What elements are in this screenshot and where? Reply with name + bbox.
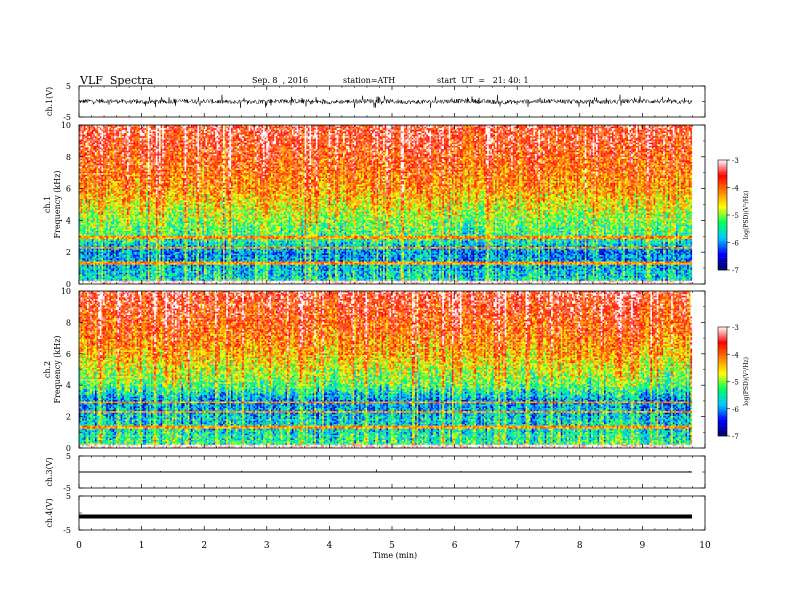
x-tick-label: 7	[514, 541, 520, 551]
x-tick-label: 3	[264, 541, 270, 551]
ch2-spectrogram-channel-label: ch.2	[43, 361, 52, 378]
ch2-spectrogram-colorbar	[718, 327, 727, 436]
y-tick-label: 10	[61, 287, 71, 296]
ch4-waveform-frame	[79, 496, 705, 530]
y-tick-label: 4	[66, 381, 71, 390]
date-label: Sep. 8 , 2016	[252, 76, 308, 85]
colorbar-tick-label: -5	[732, 379, 739, 387]
ch1-spectrogram-image	[79, 125, 692, 284]
y-tick-label: 6	[66, 350, 71, 359]
y-tick-label: 5	[66, 82, 71, 91]
x-tick-label: 8	[577, 541, 583, 551]
colorbar-tick-label: -7	[732, 433, 739, 441]
colorbar-tick-label: -6	[732, 240, 739, 248]
y-tick-label: 2	[66, 413, 71, 422]
y-tick-label: 5	[66, 492, 71, 501]
colorbar-tick-label: -6	[732, 406, 739, 414]
ch1-spectrogram-colorbar-label: log(PSD)(V²/Hz)	[743, 191, 750, 240]
y-tick-label: 6	[66, 185, 71, 194]
y-tick-label: -5	[63, 526, 71, 535]
ch1-spectrogram-colorbar	[718, 160, 727, 270]
colorbar-tick-label: -4	[732, 185, 739, 193]
y-tick-label: 2	[66, 248, 71, 257]
station-label: station=ATH	[343, 76, 395, 85]
x-tick-label: 5	[389, 541, 395, 551]
ch4-waveform-trace	[79, 515, 692, 519]
x-axis-label: Time (min)	[373, 551, 417, 560]
figure-title: VLF Spectra	[80, 74, 153, 87]
colorbar-tick-label: -7	[732, 267, 739, 275]
start-time-label: start UT = 21: 40: 1	[437, 76, 529, 85]
x-tick-label: 0	[76, 541, 82, 551]
ch2-spectrogram-colorbar-label: log(PSD)(V²/Hz)	[743, 357, 750, 406]
colorbar-tick-label: -3	[732, 324, 739, 332]
ch2-spectrogram-ylabel: Frequency (kHz)	[53, 335, 62, 403]
x-tick-label: 9	[640, 541, 646, 551]
ch3-waveform-ylabel: ch.3(V)	[45, 457, 54, 486]
ch4-waveform-ylabel: ch.4(V)	[45, 498, 54, 527]
colorbar-tick-label: -5	[732, 212, 739, 220]
ch1-waveform-ylabel: ch.1(V)	[45, 87, 54, 116]
ch1-waveform-trace	[79, 95, 692, 108]
y-tick-label: 10	[61, 121, 71, 130]
y-tick-label: 4	[66, 216, 71, 225]
x-tick-label: 2	[201, 541, 207, 551]
y-tick-label: 8	[66, 318, 71, 327]
y-tick-label: 8	[66, 153, 71, 162]
x-tick-label: 4	[327, 541, 333, 551]
x-tick-label: 6	[452, 541, 458, 551]
y-tick-label: 5	[66, 452, 71, 461]
x-tick-label: 10	[699, 541, 711, 551]
ch1-spectrogram-ylabel: Frequency (kHz)	[53, 170, 62, 238]
ch1-spectrogram-channel-label: ch.1	[43, 196, 52, 213]
x-tick-label: 1	[139, 541, 145, 551]
colorbar-tick-label: -3	[732, 157, 739, 165]
ch2-spectrogram-image	[79, 291, 692, 448]
colorbar-tick-label: -4	[732, 351, 739, 359]
